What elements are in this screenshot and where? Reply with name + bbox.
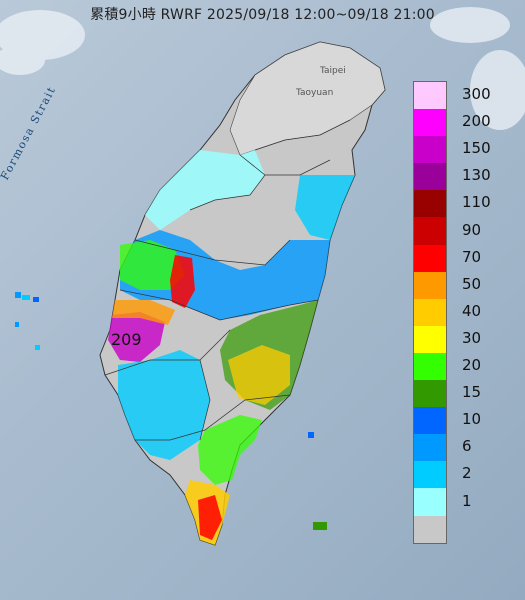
- legend-swatch: [414, 190, 446, 218]
- legend-swatch: [414, 515, 446, 543]
- rain-zone-green-south: [198, 415, 262, 485]
- legend-label: 1: [462, 491, 472, 510]
- rain-zone-orange-west: [112, 300, 175, 325]
- legend-swatch: [414, 109, 446, 137]
- legend-swatch: [414, 380, 446, 408]
- legend-color-bar: [413, 81, 447, 544]
- legend-swatch: [414, 434, 446, 462]
- rain-zone-red-central: [170, 255, 195, 308]
- taoyuan-label: Taoyuan: [296, 88, 334, 98]
- legend-swatch: [414, 488, 446, 516]
- legend-label: 2: [462, 464, 472, 483]
- rain-zone-green-west: [120, 240, 185, 290]
- legend-label: 110: [462, 193, 491, 212]
- legend-swatch: [414, 217, 446, 245]
- rain-zone-blue-southwest: [118, 350, 210, 460]
- legend-label: 15: [462, 383, 482, 402]
- max-rainfall-label: 209: [111, 330, 142, 349]
- taipei-label: Taipei: [320, 66, 346, 76]
- legend-label: 300: [462, 85, 491, 103]
- rain-zone-light-east: [295, 175, 355, 240]
- legend-swatch: [414, 325, 446, 353]
- legend-label: 50: [462, 274, 482, 293]
- legend-swatch: [414, 271, 446, 299]
- legend-swatch: [414, 244, 446, 272]
- county-boundaries: [104, 119, 351, 441]
- green-island: [308, 432, 327, 530]
- legend-label: 150: [462, 139, 491, 158]
- legend-swatch: [414, 298, 446, 326]
- cloud-patches: [0, 7, 525, 130]
- legend-label: 200: [462, 112, 491, 131]
- rain-zone-red-south: [198, 495, 222, 540]
- legend-swatch: [414, 352, 446, 381]
- penghu-rain-spots: [15, 292, 40, 350]
- legend-label: 40: [462, 301, 482, 320]
- legend-label: 130: [462, 166, 491, 185]
- legend-swatch: [414, 407, 446, 435]
- legend-swatch: [414, 136, 446, 164]
- legend-swatch: [414, 82, 446, 110]
- rain-zone-magenta-west: [108, 312, 165, 362]
- legend-label: 90: [462, 220, 482, 239]
- map-title: 累積9小時 RWRF 2025/09/18 12:00~09/18 21:00: [90, 7, 435, 23]
- legend-swatch: [414, 461, 446, 489]
- legend-label: 20: [462, 356, 482, 374]
- legend-label: 70: [462, 247, 482, 266]
- legend-label: 10: [462, 410, 482, 429]
- rain-zone-yellow-east: [228, 345, 290, 405]
- legend-label: 6: [462, 437, 472, 456]
- legend-label: 30: [462, 328, 482, 347]
- legend-swatch: [414, 163, 446, 191]
- rain-zone-light-west: [145, 150, 265, 230]
